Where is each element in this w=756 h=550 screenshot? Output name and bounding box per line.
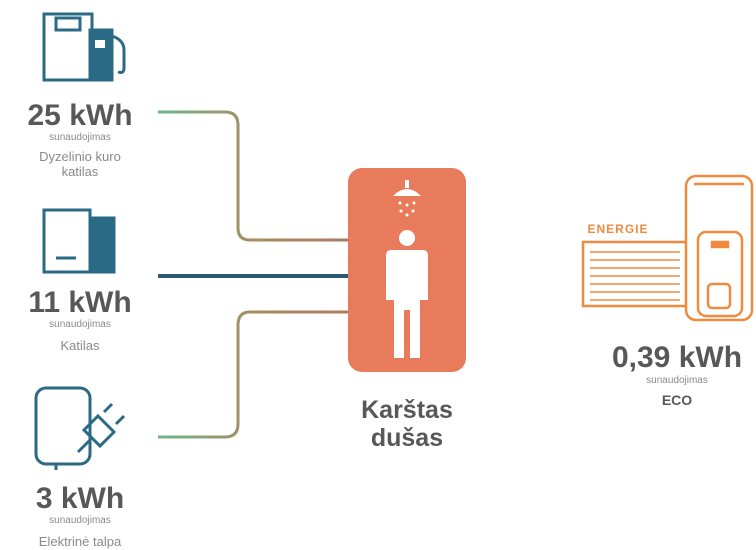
- boiler-icon: [44, 210, 114, 272]
- value: 25 kWh: [27, 99, 132, 132]
- caption: sunaudojimas: [49, 132, 111, 143]
- value: 11 kWh: [28, 286, 131, 319]
- connector: [158, 112, 350, 240]
- label: Katilas: [60, 338, 100, 353]
- infographic: 25 kWh sunaudojimas Dyzelinio kuro katil…: [0, 0, 756, 550]
- label: ECO: [662, 392, 692, 408]
- value: 3 kWh: [36, 482, 124, 515]
- label: Dyzelinio kuro: [39, 149, 121, 164]
- connector: [158, 312, 350, 437]
- electric-tank-icon: [36, 388, 124, 470]
- diesel-boiler-icon: [44, 14, 124, 80]
- label: katilas: [62, 164, 99, 179]
- caption: sunaudojimas: [49, 515, 111, 526]
- logo: ENERGIE: [587, 222, 648, 236]
- value: 0,39 kWh: [612, 341, 742, 374]
- caption: sunaudojimas: [49, 319, 111, 330]
- center-label: Karštas: [361, 396, 453, 424]
- label: Elektrinė talpa: [39, 534, 122, 549]
- caption: sunaudojimas: [646, 375, 708, 386]
- center-label: dušas: [371, 424, 443, 452]
- heat-pump-icon: [583, 176, 752, 320]
